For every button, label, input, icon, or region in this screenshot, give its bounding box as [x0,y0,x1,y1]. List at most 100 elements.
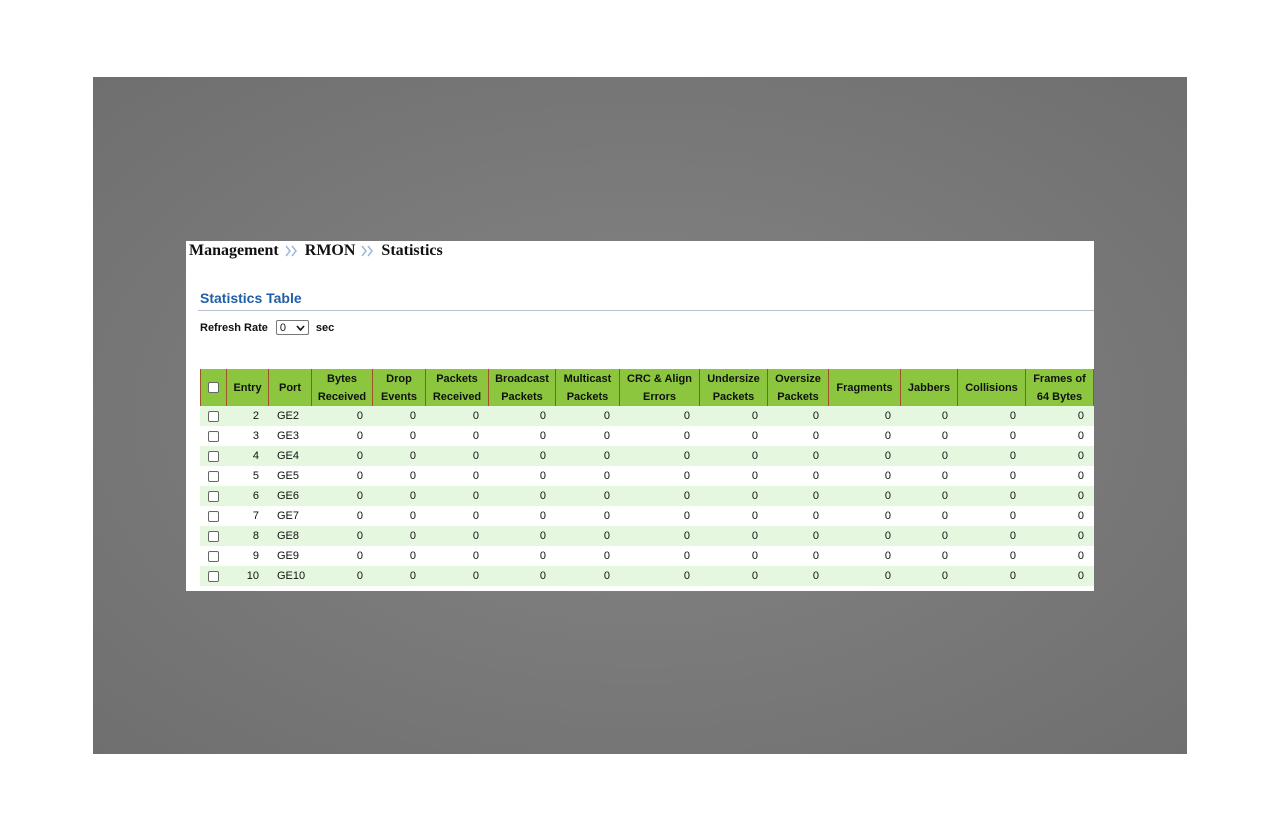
table-cell: 0 [1026,466,1094,486]
table-cell: 0 [958,406,1026,426]
refresh-rate: Refresh Rate 0 sec [200,320,334,335]
checkbox[interactable] [208,490,219,502]
checkbox[interactable] [208,430,219,442]
table-cell: 0 [312,466,373,486]
table-cell: 0 [829,506,901,526]
table-cell: 0 [373,426,426,446]
cell-text: 0 [812,530,819,542]
cell-text: 0 [1077,450,1084,462]
cell-text: 0 [884,530,891,542]
cell-text: 0 [751,570,758,582]
cell-text: 0 [539,490,546,502]
header-text: Frames of [1033,372,1086,385]
checkbox[interactable] [208,470,219,482]
table-cell: 0 [312,486,373,506]
header-text: Port [279,381,301,394]
table-cell: 3 [227,426,269,446]
table-cell: 0 [556,446,620,466]
header-text: Collisions [965,381,1018,394]
column-header: Broadcast Packets [489,369,556,406]
cell-text: 0 [683,430,690,442]
table-cell: 0 [958,446,1026,466]
table-cell: 9 [227,546,269,566]
table-cell: 0 [426,426,489,446]
cell-text: 0 [941,490,948,502]
table-cell: 0 [1026,486,1094,506]
cell-text: 0 [1077,530,1084,542]
cell-text: 0 [1077,570,1084,582]
checkbox[interactable] [208,570,219,582]
checkbox[interactable] [208,450,219,462]
table-cell: 0 [901,406,958,426]
column-header: Undersize Packets [700,369,768,406]
checkbox[interactable] [208,510,219,522]
checkbox[interactable] [208,410,219,422]
cell-text: 0 [356,570,363,582]
cell-text: 7 [252,510,259,522]
cell-text: 0 [472,550,479,562]
table-cell: 0 [768,426,829,446]
cell-text: 0 [812,450,819,462]
table-cell: 0 [620,506,700,526]
table-cell: 0 [768,486,829,506]
table-cell: 0 [312,406,373,426]
header-text: Packets [777,390,819,403]
table-cell: 0 [556,466,620,486]
cell-text: 0 [356,510,363,522]
header-text: 64 Bytes [1036,390,1083,403]
cell-text: 0 [683,410,690,422]
table-cell: GE5 [269,466,312,486]
cell-text: 0 [683,450,690,462]
table-cell: 0 [768,406,829,426]
table-cell: 0 [958,566,1026,586]
breadcrumb-item[interactable]: Statistics [381,242,443,259]
header-text: Errors [642,390,677,403]
breadcrumb-item[interactable]: Management [189,242,279,259]
cell-text: GE2 [277,410,300,422]
table-cell: 0 [700,506,768,526]
header-text: Multicast [563,372,612,385]
table-cell: 0 [1026,446,1094,466]
column-header: Oversize Packets [768,369,829,406]
header-text: Packets [712,390,755,403]
table-cell: 0 [556,486,620,506]
cell-text: 0 [409,450,416,462]
row-select [200,446,227,466]
header-text: Broadcast [495,372,549,385]
cell-text: 0 [812,510,819,522]
table-cell: 0 [426,486,489,506]
breadcrumb-item[interactable]: RMON [304,242,356,259]
table-cell: 0 [829,446,901,466]
table-cell: GE4 [269,446,312,466]
refresh-select[interactable]: 0 [275,320,309,335]
table-cell: 0 [426,526,489,546]
cell-text: 0 [812,430,819,442]
table-cell: 0 [1026,426,1094,446]
header-text: Packets [566,390,609,403]
table-cell: 0 [901,546,958,566]
cell-text: 0 [751,450,758,462]
checkbox[interactable] [208,530,219,542]
cell-text: 0 [1077,430,1084,442]
cell-text: 0 [603,570,610,582]
table-cell: GE7 [269,506,312,526]
cell-text: 0 [812,490,819,502]
header-text: Packets [501,390,543,403]
table-cell: 0 [768,466,829,486]
table-cell: 0 [556,526,620,546]
dropdown-arrow [296,324,305,331]
checkbox[interactable] [208,382,219,393]
cell-text: 0 [812,550,819,562]
cell-text: 0 [603,430,610,442]
header-text: Drop [386,372,412,385]
table-cell: 0 [556,406,620,426]
cell-text: 0 [884,550,891,562]
row-select [200,406,227,426]
table-cell: 0 [426,546,489,566]
checkbox[interactable] [208,550,219,562]
table-cell: 0 [620,466,700,486]
table-cell: 0 [700,546,768,566]
cell-text: 0 [884,470,891,482]
table-cell: 6 [227,486,269,506]
